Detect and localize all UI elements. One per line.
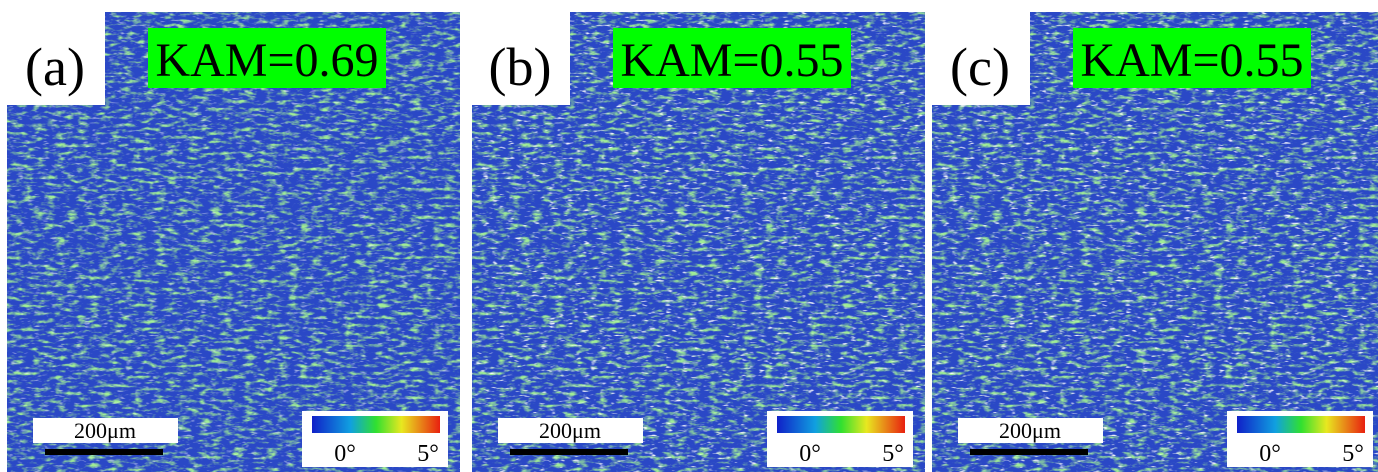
colorbar	[1237, 416, 1365, 433]
scale-text: 200μm	[74, 418, 136, 443]
kam-box	[148, 28, 386, 88]
colorbar-max: 5°	[1342, 441, 1364, 467]
colorbar-min: 0°	[1259, 441, 1281, 467]
colorbar-max: 5°	[417, 441, 439, 467]
scale-box	[498, 418, 643, 443]
scale-box	[958, 418, 1103, 443]
scale-text: 200μm	[999, 418, 1061, 443]
colorbar-min: 0°	[334, 441, 356, 467]
scale-text: 200μm	[539, 418, 601, 443]
label-box	[7, 0, 105, 105]
scale-bar	[45, 449, 163, 455]
colorbar-max: 5°	[882, 441, 904, 467]
panel-label: (b)	[489, 37, 552, 97]
panel-label: (a)	[25, 37, 85, 97]
kam-box	[613, 28, 851, 88]
kam-text: KAM=0.69	[155, 34, 378, 87]
label-box	[472, 0, 570, 105]
label-box	[932, 0, 1030, 105]
scale-bar	[510, 449, 628, 455]
panel: (c) KAM=0.55 200μm 0° 5°	[932, 0, 1378, 472]
kam-text: KAM=0.55	[1080, 34, 1303, 87]
scale-bar	[970, 449, 1088, 455]
panel: (a) KAM=0.69 200μm 0° 5°	[7, 0, 460, 472]
kam-text: KAM=0.55	[620, 34, 843, 87]
colorbar	[312, 416, 440, 433]
colorbar	[777, 416, 905, 433]
panel-label: (c)	[950, 37, 1010, 97]
scale-box	[33, 418, 178, 443]
colorbar-min: 0°	[799, 441, 821, 467]
panel: (b) KAM=0.55 200μm 0° 5°	[472, 0, 925, 472]
kam-box	[1073, 28, 1311, 88]
